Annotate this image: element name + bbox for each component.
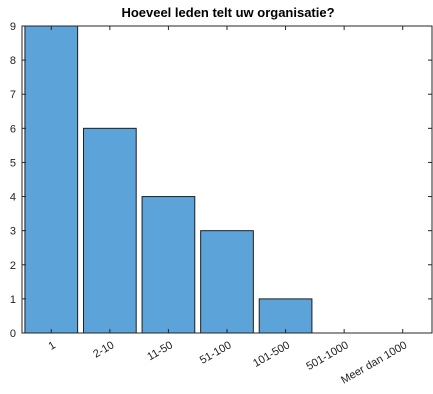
bar-1 bbox=[24, 25, 79, 334]
bar-51-100 bbox=[200, 230, 254, 334]
y-tick-label: 3 bbox=[10, 226, 16, 238]
axes-layer bbox=[21, 25, 433, 334]
chart-title: Hoeveel leden telt uw organisatie? bbox=[121, 5, 334, 20]
y-tick-label: 4 bbox=[10, 192, 16, 204]
bars-layer bbox=[24, 25, 313, 334]
bar-11-50 bbox=[141, 196, 196, 334]
y-tick-label: 2 bbox=[10, 260, 16, 272]
y-tick-label: 5 bbox=[10, 157, 16, 169]
bar-101-500 bbox=[258, 298, 313, 334]
bar-2-10 bbox=[83, 127, 137, 334]
x-tick-label: 1 bbox=[46, 339, 57, 352]
y-tick-label: 1 bbox=[10, 294, 16, 306]
y-tick-label: 6 bbox=[10, 123, 16, 135]
y-tick-label: 8 bbox=[10, 55, 16, 67]
y-tick-label: 9 bbox=[10, 21, 16, 33]
y-tick-label: 0 bbox=[10, 328, 16, 340]
y-tick-label: 7 bbox=[10, 89, 16, 101]
